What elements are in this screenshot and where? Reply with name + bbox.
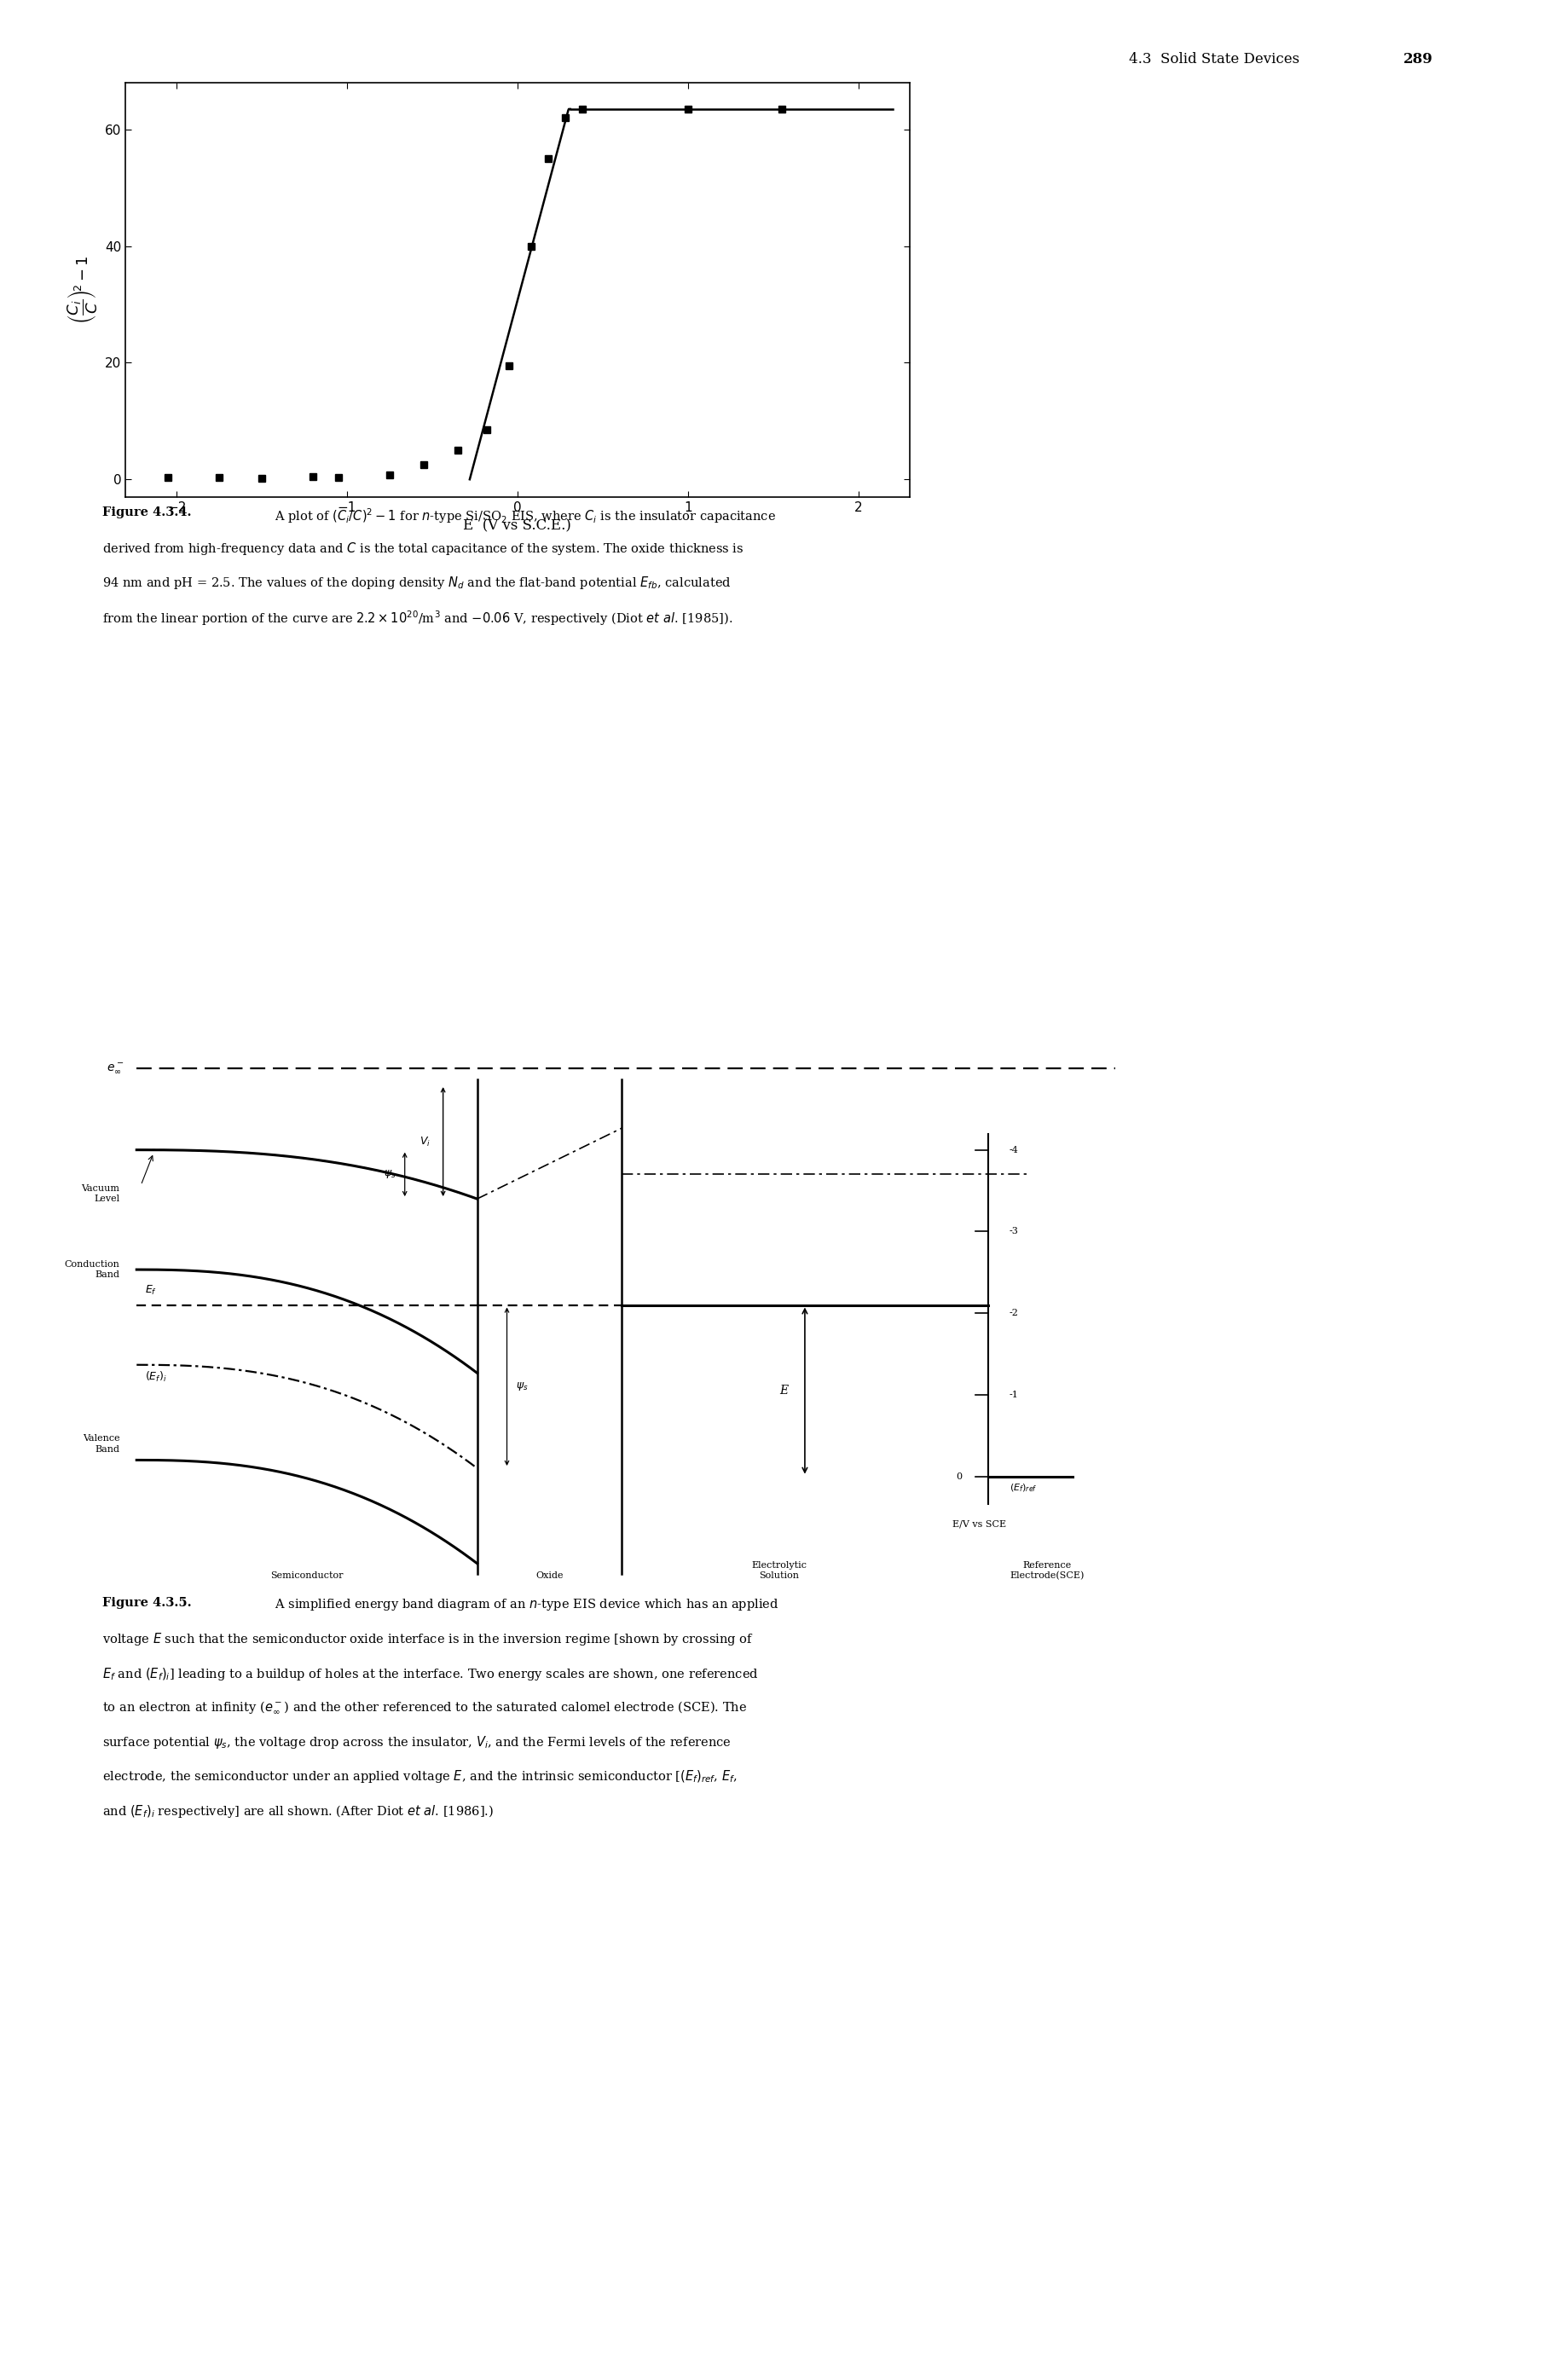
Text: Reference
Electrode(SCE): Reference Electrode(SCE) bbox=[1010, 1562, 1085, 1580]
Y-axis label: $\left(\dfrac{C_i}{C}\right)^{\!2} - 1$: $\left(\dfrac{C_i}{C}\right)^{\!2} - 1$ bbox=[66, 256, 99, 324]
Text: -4: -4 bbox=[1010, 1145, 1018, 1155]
Text: A plot of $(C_i/C)^2 - 1$ for $n$-type Si/SO$_2$ EIS, where $C_i$ is the insulat: A plot of $(C_i/C)^2 - 1$ for $n$-type S… bbox=[267, 506, 776, 525]
Text: -2: -2 bbox=[1010, 1308, 1018, 1318]
Text: Figure 4.3.5.: Figure 4.3.5. bbox=[102, 1597, 191, 1609]
Text: Oxide: Oxide bbox=[536, 1571, 563, 1580]
Text: $V_i$: $V_i$ bbox=[419, 1136, 430, 1148]
Text: Semiconductor: Semiconductor bbox=[270, 1571, 343, 1580]
Text: derived from high-frequency data and $C$ is the total capacitance of the system.: derived from high-frequency data and $C$… bbox=[102, 539, 743, 556]
Text: $E_f$ and $(E_f)_i$] leading to a buildup of holes at the interface. Two energy : $E_f$ and $(E_f)_i$] leading to a buildu… bbox=[102, 1666, 759, 1682]
Text: from the linear portion of the curve are $2.2 \times 10^{20}$/m$^3$ and $-0.06$ : from the linear portion of the curve are… bbox=[102, 608, 732, 627]
Text: Electrolytic
Solution: Electrolytic Solution bbox=[751, 1562, 808, 1580]
Text: 0: 0 bbox=[956, 1472, 963, 1481]
Text: 4.3  Solid State Devices: 4.3 Solid State Devices bbox=[1129, 52, 1300, 66]
X-axis label: E  (V vs S.C.E.): E (V vs S.C.E.) bbox=[464, 518, 571, 532]
Text: electrode, the semiconductor under an applied voltage $E$, and the intrinsic sem: electrode, the semiconductor under an ap… bbox=[102, 1770, 737, 1784]
Text: 289: 289 bbox=[1403, 52, 1433, 66]
Text: $\psi_s$: $\psi_s$ bbox=[384, 1169, 397, 1181]
Text: A simplified energy band diagram of an $n$-type EIS device which has an applied: A simplified energy band diagram of an $… bbox=[267, 1597, 779, 1611]
Text: Valence
Band: Valence Band bbox=[83, 1434, 119, 1453]
Text: $E_f$: $E_f$ bbox=[146, 1285, 157, 1297]
Text: and $(E_f)_i$ respectively] are all shown. (After Diot $et\ al$. [1986].): and $(E_f)_i$ respectively] are all show… bbox=[102, 1803, 494, 1819]
Text: surface potential $\psi_s$, the voltage drop across the insulator, $V_i$, and th: surface potential $\psi_s$, the voltage … bbox=[102, 1734, 731, 1751]
Text: voltage $E$ such that the semiconductor oxide interface is in the inversion regi: voltage $E$ such that the semiconductor … bbox=[102, 1633, 753, 1647]
Text: Conduction
Band: Conduction Band bbox=[64, 1261, 119, 1280]
Text: Vacuum
Level: Vacuum Level bbox=[82, 1183, 119, 1202]
Text: to an electron at infinity ($e_\infty^-$) and the other referenced to the satura: to an electron at infinity ($e_\infty^-$… bbox=[102, 1699, 746, 1715]
Text: -1: -1 bbox=[1010, 1391, 1018, 1398]
Text: $e_\infty^-$: $e_\infty^-$ bbox=[107, 1062, 124, 1074]
Text: $\psi_s$: $\psi_s$ bbox=[516, 1382, 528, 1394]
Text: -3: -3 bbox=[1010, 1228, 1018, 1235]
Text: E: E bbox=[779, 1384, 787, 1396]
Text: Figure 4.3.4.: Figure 4.3.4. bbox=[102, 506, 191, 518]
Text: 94 nm and pH = 2.5. The values of the doping density $N_d$ and the flat-band pot: 94 nm and pH = 2.5. The values of the do… bbox=[102, 575, 731, 592]
Text: $(E_f)_i$: $(E_f)_i$ bbox=[146, 1370, 166, 1384]
Text: $(E_f)_{ref}$: $(E_f)_{ref}$ bbox=[1010, 1481, 1036, 1493]
Text: E/V vs SCE: E/V vs SCE bbox=[952, 1519, 1007, 1528]
